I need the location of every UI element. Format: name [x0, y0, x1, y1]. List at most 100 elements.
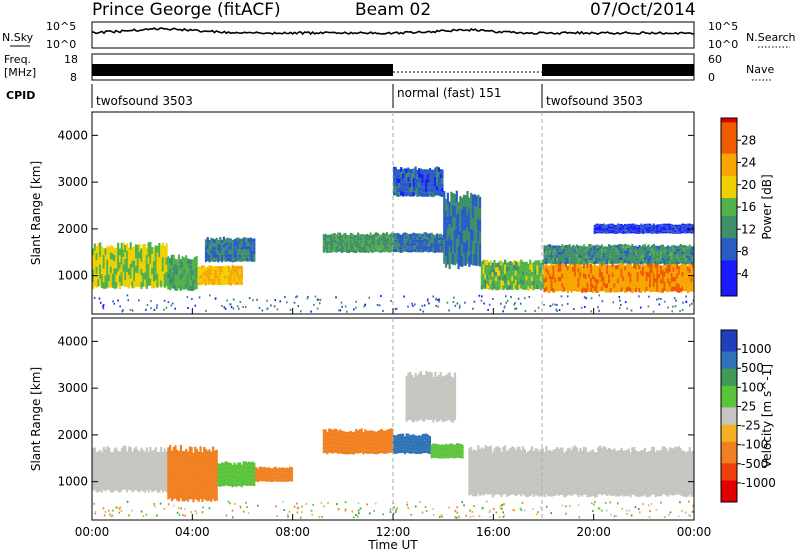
heatmap-cell — [100, 260, 104, 268]
heatmap-cell — [215, 278, 218, 282]
heatmap-cell — [246, 241, 249, 246]
heatmap-cell — [470, 446, 473, 455]
heatmap-cell — [536, 479, 539, 488]
heatmap-cell — [143, 244, 147, 252]
heatmap-cell — [212, 455, 215, 465]
heatmap-cell — [649, 287, 652, 293]
heatmap-cell — [174, 258, 177, 264]
heatmap-cell — [479, 254, 482, 267]
heatmap-cell — [573, 262, 577, 268]
heatmap-cell — [138, 465, 141, 472]
heatmap-cell — [403, 245, 406, 249]
heatmap-cell — [548, 244, 552, 248]
heatmap-cell — [561, 463, 564, 472]
heatmap-cell — [276, 472, 279, 476]
heatmap-cell — [221, 251, 224, 255]
heatmap-cell — [588, 489, 591, 498]
heatmap-cell — [269, 479, 272, 482]
heatmap-cell — [382, 245, 385, 249]
heatmap-cell — [108, 253, 111, 261]
heatmap-cell — [190, 280, 193, 286]
heatmap-cell — [608, 247, 611, 251]
heatmap-cell — [514, 280, 518, 285]
heatmap-cell — [92, 455, 95, 463]
heatmap-cell — [127, 475, 131, 483]
heatmap-cell — [391, 235, 394, 239]
heatmap-cell — [477, 206, 480, 219]
heatmap-cell — [414, 372, 417, 381]
heatmap-cell — [333, 440, 336, 445]
heatmap-cell — [177, 271, 181, 278]
heatmap-cell — [579, 245, 582, 249]
heatmap-cell — [124, 467, 127, 475]
heatmap-cell — [199, 490, 202, 500]
heatmap-cell — [376, 236, 379, 240]
heatmap-cell — [109, 252, 113, 260]
heatmap-cell — [113, 448, 116, 456]
heatmap-cell — [665, 277, 668, 283]
heatmap-cell — [595, 270, 598, 275]
heatmap-cell — [674, 281, 677, 287]
heatmap-cell — [599, 267, 602, 273]
heatmap-cell — [246, 245, 249, 250]
heatmap-cell — [557, 276, 561, 282]
heatmap-cell — [527, 481, 530, 490]
heatmap-cell — [556, 276, 559, 282]
heatmap-cell — [611, 225, 614, 227]
heatmap-cell — [522, 470, 525, 479]
heatmap-cell — [602, 228, 605, 230]
heatmap-cell — [582, 446, 586, 455]
heatmap-cell — [181, 283, 184, 290]
heatmap-cell — [167, 278, 170, 284]
heatmap-cell — [124, 445, 127, 454]
heatmap-cell — [219, 467, 222, 472]
heatmap-cell — [269, 475, 272, 478]
heatmap-cell — [222, 256, 225, 261]
heatmap-cell — [322, 243, 325, 247]
heatmap-cell — [398, 236, 401, 241]
heatmap-cell — [473, 253, 476, 266]
heatmap-cell — [672, 227, 675, 230]
heatmap-cell — [654, 273, 657, 278]
heatmap-cell — [396, 236, 399, 240]
heatmap-cell — [358, 445, 361, 450]
heatmap-cell — [344, 446, 347, 451]
heatmap-cell — [552, 254, 555, 258]
heatmap-cell — [645, 246, 648, 250]
heatmap-cell — [495, 454, 498, 463]
heatmap-cell — [356, 245, 360, 249]
heatmap-cell — [258, 478, 261, 482]
heatmap-cell — [563, 452, 566, 461]
heatmap-cell — [193, 256, 196, 263]
heatmap-cell — [681, 286, 684, 292]
heatmap-cell — [369, 238, 372, 243]
heatmap-cell — [109, 465, 113, 473]
heatmap-cell — [643, 243, 647, 248]
heatmap-cell — [527, 489, 530, 497]
heatmap-cell — [527, 466, 530, 474]
heatmap-cell — [340, 434, 343, 439]
heatmap-cell — [374, 450, 378, 455]
heatmap-cell — [400, 240, 403, 244]
heatmap-cell — [504, 477, 507, 486]
heatmap-cell — [618, 243, 621, 248]
heatmap-cell — [222, 265, 225, 270]
noise-search-label: N.Search — [746, 31, 796, 44]
heatmap-cell — [520, 259, 523, 265]
heatmap-cell — [400, 446, 403, 450]
heatmap-cell — [229, 273, 233, 277]
heatmap-cell — [470, 470, 473, 479]
heatmap-cell — [631, 226, 634, 229]
heatmap-cell — [373, 249, 376, 253]
heatmap-cell — [158, 250, 161, 258]
heatmap-cell — [92, 248, 95, 256]
heatmap-cell — [172, 455, 175, 465]
scatter-speck — [624, 301, 627, 304]
heatmap-cell — [365, 240, 369, 244]
heatmap-cell — [258, 466, 261, 470]
heatmap-cell — [213, 492, 217, 502]
heatmap-cell — [418, 447, 421, 451]
heatmap-cell — [548, 253, 552, 258]
heatmap-cell — [597, 247, 600, 252]
heatmap-cell — [608, 264, 611, 270]
